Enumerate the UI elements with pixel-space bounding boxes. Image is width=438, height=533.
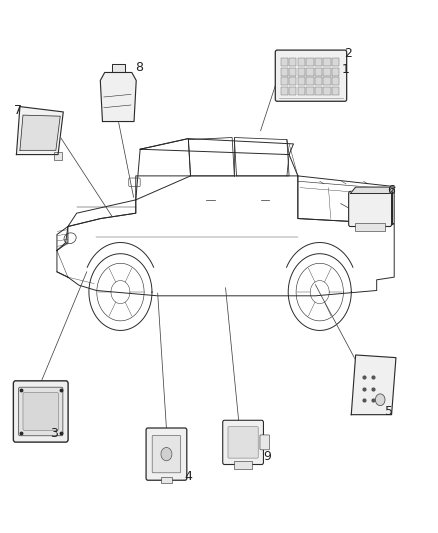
FancyBboxPatch shape (289, 68, 297, 76)
FancyBboxPatch shape (332, 77, 339, 85)
FancyBboxPatch shape (275, 50, 346, 101)
Ellipse shape (355, 198, 364, 209)
FancyBboxPatch shape (298, 87, 305, 95)
Ellipse shape (64, 233, 76, 244)
FancyBboxPatch shape (323, 68, 331, 76)
FancyBboxPatch shape (234, 461, 252, 469)
Text: 6: 6 (387, 184, 395, 197)
FancyBboxPatch shape (260, 435, 269, 450)
FancyBboxPatch shape (349, 191, 392, 227)
FancyBboxPatch shape (152, 435, 180, 473)
FancyBboxPatch shape (280, 87, 288, 95)
FancyBboxPatch shape (323, 58, 331, 66)
Polygon shape (112, 64, 125, 72)
Polygon shape (20, 115, 60, 150)
Text: 8: 8 (135, 61, 143, 74)
FancyBboxPatch shape (161, 477, 172, 483)
FancyBboxPatch shape (289, 58, 297, 66)
Text: 3: 3 (50, 427, 58, 440)
FancyBboxPatch shape (332, 87, 339, 95)
FancyBboxPatch shape (306, 68, 314, 76)
FancyBboxPatch shape (289, 87, 297, 95)
FancyBboxPatch shape (315, 77, 322, 85)
Polygon shape (350, 187, 395, 193)
FancyBboxPatch shape (298, 77, 305, 85)
FancyBboxPatch shape (280, 68, 288, 76)
FancyBboxPatch shape (323, 87, 331, 95)
FancyBboxPatch shape (306, 87, 314, 95)
FancyBboxPatch shape (280, 58, 288, 66)
FancyBboxPatch shape (315, 68, 322, 76)
FancyBboxPatch shape (306, 58, 314, 66)
FancyBboxPatch shape (306, 77, 314, 85)
Text: 7: 7 (14, 104, 22, 117)
FancyBboxPatch shape (323, 77, 331, 85)
Text: 9: 9 (263, 450, 271, 463)
Ellipse shape (375, 394, 385, 406)
FancyBboxPatch shape (315, 87, 322, 95)
FancyBboxPatch shape (298, 58, 305, 66)
Polygon shape (100, 72, 136, 122)
Polygon shape (351, 355, 396, 415)
FancyBboxPatch shape (298, 68, 305, 76)
FancyBboxPatch shape (315, 58, 322, 66)
FancyBboxPatch shape (13, 381, 68, 442)
Polygon shape (17, 107, 64, 155)
FancyBboxPatch shape (332, 68, 339, 76)
FancyBboxPatch shape (332, 58, 339, 66)
FancyBboxPatch shape (223, 420, 263, 464)
FancyBboxPatch shape (146, 428, 187, 480)
FancyBboxPatch shape (280, 77, 288, 85)
Text: 5: 5 (385, 405, 392, 418)
FancyBboxPatch shape (228, 426, 258, 458)
Ellipse shape (161, 448, 172, 461)
Text: 2: 2 (344, 47, 352, 60)
FancyBboxPatch shape (355, 223, 385, 231)
FancyBboxPatch shape (23, 392, 59, 431)
Text: 4: 4 (184, 470, 192, 483)
FancyBboxPatch shape (289, 77, 297, 85)
Text: 1: 1 (342, 63, 350, 76)
FancyBboxPatch shape (54, 152, 61, 160)
FancyBboxPatch shape (129, 178, 140, 187)
FancyBboxPatch shape (18, 387, 63, 436)
